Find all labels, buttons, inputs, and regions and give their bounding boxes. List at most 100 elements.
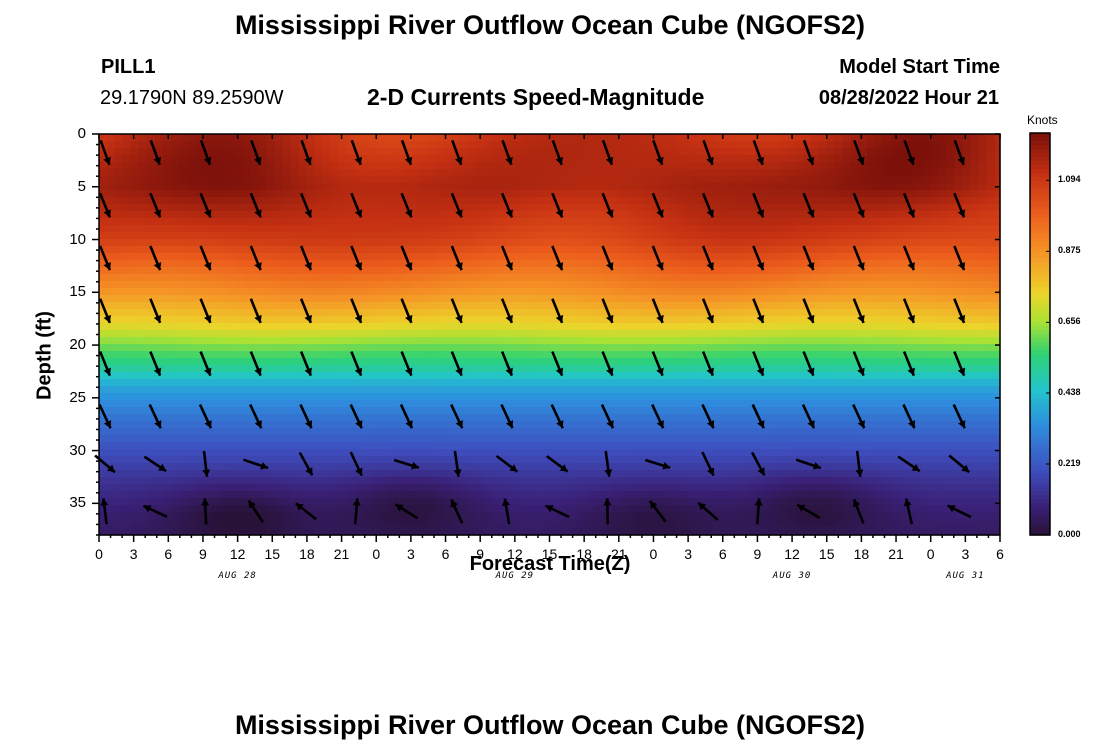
heat-cell	[203, 386, 212, 394]
heat-cell	[675, 407, 684, 415]
heat-cell	[99, 379, 108, 387]
heat-cell	[747, 337, 756, 345]
heat-cell	[491, 190, 500, 198]
heat-cell	[851, 274, 860, 282]
heat-cell	[387, 337, 396, 345]
heat-cell	[987, 302, 996, 310]
heat-cell	[123, 225, 132, 233]
heat-cell	[643, 267, 652, 275]
heat-cell	[603, 169, 612, 177]
heat-cell	[939, 141, 948, 149]
heat-cell	[339, 218, 348, 226]
heat-cell	[923, 162, 932, 170]
heat-cell	[739, 260, 748, 268]
heat-cell	[547, 246, 556, 254]
heat-cell	[307, 351, 316, 359]
heat-cell	[171, 344, 180, 352]
heat-cell	[531, 309, 540, 317]
heat-cell	[259, 386, 268, 394]
heat-cell	[427, 155, 436, 163]
heat-cell	[187, 141, 196, 149]
heat-cell	[315, 197, 324, 205]
heat-cell	[675, 309, 684, 317]
heat-cell	[763, 365, 772, 373]
heat-cell	[931, 323, 940, 331]
heat-cell	[595, 365, 604, 373]
heat-cell	[331, 428, 340, 436]
heat-cell	[531, 190, 540, 198]
heat-cell	[931, 225, 940, 233]
heat-cell	[923, 428, 932, 436]
heat-cell	[139, 190, 148, 198]
heat-cell	[683, 393, 692, 401]
heat-cell	[339, 337, 348, 345]
heat-cell	[883, 141, 892, 149]
heat-cell	[907, 428, 916, 436]
heat-cell	[211, 162, 220, 170]
heat-cell	[907, 176, 916, 184]
heat-cell	[683, 407, 692, 415]
heat-cell	[99, 414, 108, 422]
heat-cell	[523, 379, 532, 387]
heat-cell	[491, 386, 500, 394]
heat-cell	[275, 169, 284, 177]
heat-cell	[235, 365, 244, 373]
heat-cell	[515, 414, 524, 422]
heat-cell	[115, 302, 124, 310]
heat-cell	[179, 134, 188, 142]
heat-cell	[627, 176, 636, 184]
heat-cell	[467, 351, 476, 359]
heat-cell	[979, 148, 988, 156]
heat-cell	[915, 428, 924, 436]
heat-cell	[547, 169, 556, 177]
heat-cell	[131, 295, 140, 303]
heat-cell	[131, 197, 140, 205]
heat-cell	[611, 211, 620, 219]
heat-cell	[307, 281, 316, 289]
heat-cell	[179, 155, 188, 163]
heat-cell	[331, 190, 340, 198]
heat-cell	[699, 393, 708, 401]
heat-cell	[851, 414, 860, 422]
heat-cell	[411, 183, 420, 191]
heat-cell	[499, 197, 508, 205]
heat-cell	[403, 246, 412, 254]
heat-cell	[147, 169, 156, 177]
heat-cell	[467, 190, 476, 198]
heat-cell	[731, 400, 740, 408]
heat-cell	[235, 281, 244, 289]
heat-cell	[747, 148, 756, 156]
heat-cell	[571, 414, 580, 422]
heat-cell	[795, 211, 804, 219]
heat-cell	[435, 358, 444, 366]
heat-cell	[155, 190, 164, 198]
heat-cell	[283, 428, 292, 436]
heat-cell	[163, 330, 172, 338]
heat-cell	[595, 267, 604, 275]
heat-cell	[907, 414, 916, 422]
heat-cell	[339, 309, 348, 317]
heat-cell	[99, 239, 108, 247]
heat-cell	[651, 183, 660, 191]
heat-cell	[955, 351, 964, 359]
heat-cell	[523, 337, 532, 345]
heat-cell	[459, 169, 468, 177]
heat-cell	[787, 337, 796, 345]
heat-cell	[731, 148, 740, 156]
heat-cell	[795, 344, 804, 352]
heat-cell	[563, 225, 572, 233]
heat-cell	[891, 176, 900, 184]
heat-cell	[251, 337, 260, 345]
heat-cell	[755, 281, 764, 289]
heat-cell	[259, 407, 268, 415]
heat-cell	[483, 218, 492, 226]
heat-cell	[219, 267, 228, 275]
heat-cell	[627, 295, 636, 303]
heat-cell	[611, 414, 620, 422]
heat-cell	[787, 316, 796, 324]
heat-cell	[347, 386, 356, 394]
heat-cell	[107, 253, 116, 261]
heat-cell	[387, 183, 396, 191]
heat-cell	[563, 267, 572, 275]
heat-cell	[211, 358, 220, 366]
